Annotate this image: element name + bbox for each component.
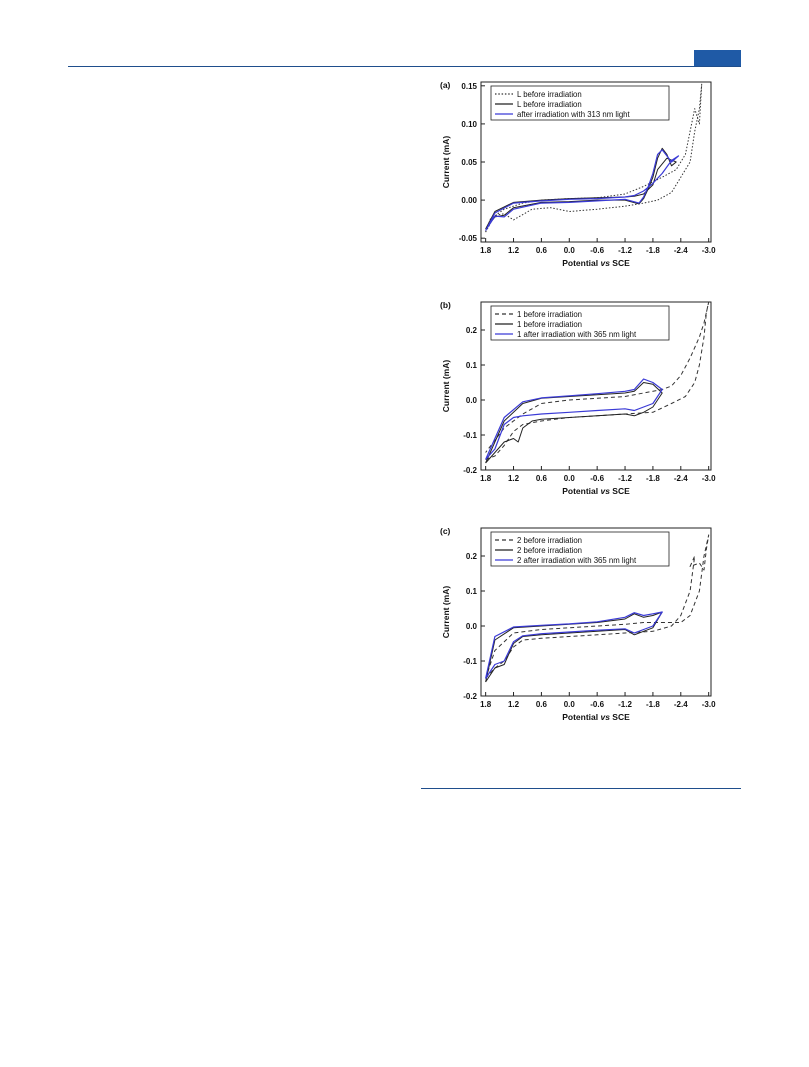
chart-c-xtick-label: -2.4	[674, 700, 688, 709]
chart-c-xtick-label: -0.6	[590, 700, 604, 709]
chart-b-plot-frame	[480, 301, 712, 471]
chart-b-svg: (b) -0.2 -0.1 0.0 0.1 0.2 1.8 1.2 0.6 0.0 -0.6 -1.2…	[440, 300, 716, 496]
chart-b-xtick-label: 0.6	[536, 474, 548, 483]
chart-b-xtick-label: 1.8	[480, 474, 492, 483]
chart-a-series-line-3	[485, 149, 680, 231]
chart-b-ytick-label: 0.0	[466, 396, 478, 405]
chart-c-plot-frame	[480, 527, 712, 697]
chart-c-ytick-label: -0.2	[463, 692, 477, 701]
chart-a-xtick-label: -1.2	[618, 246, 632, 255]
footer-rule	[421, 788, 741, 789]
chart-c-series-line-2	[485, 611, 663, 683]
chart-b-xtick-label: 1.2	[508, 474, 520, 483]
chart-b-ytick-label: -0.1	[463, 431, 477, 440]
chart-b-xtick-label: 0.0	[564, 474, 576, 483]
chart-a-ytick-label: 0.05	[461, 158, 477, 167]
chart-c-yaxis-title: Current (mA)	[441, 586, 451, 639]
chart-panel-c: (c) -0.2 -0.1 0.0 0.1 0.2 1.8 1.2 0.6 0.0 -0.6 -1.2…	[436, 520, 736, 732]
chart-a-ytick-label: 0.10	[461, 120, 477, 129]
chart-a-xtick-label: -2.4	[674, 246, 688, 255]
chart-b-panel-label: (b)	[440, 300, 451, 310]
chart-a-xtick-label: -0.6	[590, 246, 604, 255]
chart-a-xtick-label: 1.2	[508, 246, 520, 255]
chart-b-xtick-label: -1.2	[618, 474, 632, 483]
header-rule	[68, 66, 741, 67]
chart-b-legend-label-2: 1 before irradiation	[517, 320, 582, 329]
chart-b-ytick-label: 0.2	[466, 326, 478, 335]
chart-a-ytick-label: -0.05	[459, 234, 478, 243]
chart-c-svg: (c) -0.2 -0.1 0.0 0.1 0.2 1.8 1.2 0.6 0.0 -0.6 -1.2…	[440, 526, 716, 722]
chart-a-legend-label-3: after irradiation with 313 nm light	[517, 110, 631, 119]
chart-a-xtick-label: 1.8	[480, 246, 492, 255]
page-corner-tab	[694, 50, 741, 66]
chart-a-ytick-label: 0.15	[461, 82, 477, 91]
chart-b-legend-label-3: 1 after irradiation with 365 nm light	[517, 330, 637, 339]
chart-c-xtick-label: -1.2	[618, 700, 632, 709]
chart-c-legend-label-2: 2 before irradiation	[517, 546, 582, 555]
chart-a-xtick-label: -3.0	[702, 246, 716, 255]
chart-c-xtick-label: 0.6	[536, 700, 548, 709]
chart-b-yaxis-title: Current (mA)	[441, 360, 451, 413]
chart-a-xtick-label: -1.8	[646, 246, 660, 255]
chart-c-xtick-label: 0.0	[564, 700, 576, 709]
chart-b-legend-box	[490, 305, 670, 341]
chart-b-series-line-3	[485, 378, 663, 460]
chart-c-xaxis-title: Potential vs SCE	[562, 712, 630, 722]
chart-a-legend-label-2: L before irradiation	[517, 100, 582, 109]
chart-c-ytick-label: 0.0	[466, 622, 478, 631]
chart-panel-a: (a) -0.05 0.00 0.05 0.10 0.15 1.8 1.2 0.6 0.0 -0.6…	[436, 74, 736, 280]
chart-c-xtick-label: -1.8	[646, 700, 660, 709]
chart-b-xtick-label: -1.8	[646, 474, 660, 483]
chart-b-legend-label-1: 1 before irradiation	[517, 310, 582, 319]
chart-c-ytick-label: 0.2	[466, 552, 478, 561]
chart-b-ytick-label: -0.2	[463, 466, 477, 475]
chart-b-xtick-label: -3.0	[702, 474, 716, 483]
chart-c-xtick-label: 1.2	[508, 700, 520, 709]
chart-c-ytick-label: -0.1	[463, 657, 477, 666]
chart-panel-b: (b) -0.2 -0.1 0.0 0.1 0.2 1.8 1.2 0.6 0.0 -0.6 -1.2…	[436, 294, 736, 506]
chart-c-xtick-label: -3.0	[702, 700, 716, 709]
chart-a-xtick-label: 0.6	[536, 246, 548, 255]
chart-a-xaxis-title: Potential vs SCE	[562, 258, 630, 268]
chart-b-xtick-label: -0.6	[590, 474, 604, 483]
chart-c-legend-label-3: 2 after irradiation with 365 nm light	[517, 556, 637, 565]
chart-b-xaxis-title: Potential vs SCE	[562, 486, 630, 496]
chart-b-xtick-label: -2.4	[674, 474, 688, 483]
chart-a-ytick-label: 0.00	[461, 196, 477, 205]
chart-a-panel-label: (a)	[440, 80, 451, 90]
chart-a-legend-label-1: L before irradiation	[517, 90, 582, 99]
chart-a-legend-box	[490, 85, 670, 121]
chart-a-xtick-label: 0.0	[564, 246, 576, 255]
chart-c-series-line-3	[485, 611, 663, 679]
chart-c-ytick-label: 0.1	[466, 587, 478, 596]
chart-c-legend-box	[490, 531, 670, 567]
chart-a-svg: (a) -0.05 0.00 0.05 0.10 0.15 1.8 1.2 0.6 0.0 -0.6…	[440, 80, 716, 268]
chart-a-series-line-1	[485, 83, 703, 233]
chart-a-series-line-2	[485, 147, 677, 230]
chart-c-legend-label-1: 2 before irradiation	[517, 536, 582, 545]
chart-a-yaxis-title: Current (mA)	[441, 136, 451, 189]
chart-b-series-line-1	[485, 302, 710, 460]
chart-c-panel-label: (c)	[440, 526, 451, 536]
chart-b-ytick-label: 0.1	[466, 361, 478, 370]
chart-c-series-line-1	[485, 534, 710, 679]
chart-c-xtick-label: 1.8	[480, 700, 492, 709]
